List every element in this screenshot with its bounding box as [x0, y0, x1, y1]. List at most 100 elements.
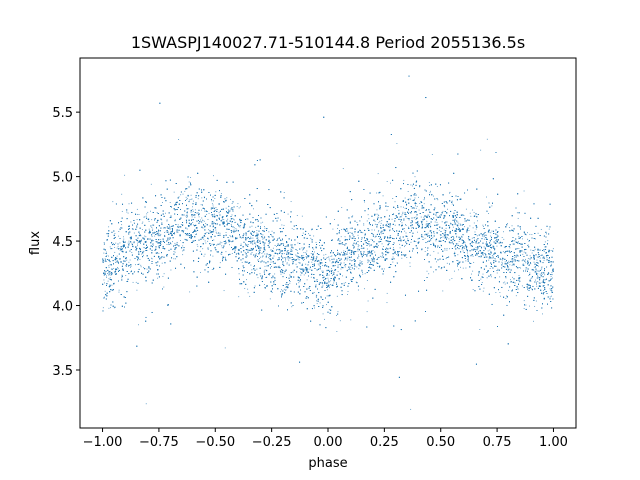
data-point	[233, 229, 235, 231]
data-point	[219, 241, 221, 243]
data-point	[353, 264, 355, 266]
data-point	[112, 272, 113, 274]
data-point	[179, 234, 181, 236]
data-point	[489, 268, 491, 269]
data-point	[291, 228, 293, 230]
data-point	[326, 304, 327, 306]
data-point	[406, 257, 408, 259]
data-point	[108, 266, 110, 268]
data-point	[367, 262, 369, 264]
data-point	[166, 220, 168, 222]
data-point	[438, 229, 440, 231]
data-point	[118, 291, 120, 293]
data-point	[401, 214, 403, 216]
data-point	[445, 201, 447, 203]
data-point	[319, 239, 321, 240]
data-point	[491, 255, 493, 257]
data-point	[363, 224, 365, 226]
data-point	[126, 259, 128, 261]
data-point	[240, 222, 241, 223]
data-point	[272, 240, 274, 242]
data-point	[534, 305, 536, 307]
data-point	[106, 254, 108, 256]
data-point	[545, 279, 546, 281]
data-point	[530, 249, 532, 251]
data-point	[402, 206, 404, 208]
data-point	[451, 200, 453, 202]
data-point	[430, 211, 432, 213]
data-point	[424, 250, 426, 252]
data-point	[310, 259, 312, 261]
data-point	[212, 204, 214, 206]
data-point	[235, 228, 237, 230]
data-point	[143, 216, 145, 218]
data-point	[525, 258, 526, 260]
data-point	[310, 276, 312, 278]
data-point	[492, 245, 494, 247]
data-point	[492, 257, 494, 259]
data-point	[266, 276, 268, 278]
data-point	[403, 239, 405, 241]
data-point	[151, 239, 153, 241]
data-point	[359, 229, 361, 231]
data-point	[376, 213, 378, 215]
data-point	[173, 251, 175, 253]
data-point	[379, 225, 381, 227]
data-point	[341, 229, 343, 231]
data-point	[353, 247, 355, 249]
data-point	[464, 242, 466, 244]
data-point	[261, 252, 263, 254]
data-point	[212, 200, 214, 202]
data-point	[352, 215, 354, 217]
data-point	[399, 236, 401, 238]
data-point	[271, 230, 273, 232]
data-point	[407, 226, 409, 228]
data-point	[129, 266, 131, 268]
data-point	[109, 264, 111, 266]
data-point	[437, 199, 439, 201]
data-point	[429, 224, 431, 226]
data-point	[283, 257, 285, 259]
data-point	[108, 265, 110, 267]
data-point	[250, 237, 252, 239]
data-point	[140, 235, 142, 237]
data-point	[114, 232, 116, 234]
data-point	[273, 263, 275, 264]
data-point	[116, 247, 118, 249]
data-point	[340, 268, 342, 270]
data-point	[117, 245, 119, 247]
data-point	[366, 311, 368, 313]
data-point	[528, 262, 529, 264]
data-point	[297, 258, 299, 260]
data-point	[376, 209, 378, 211]
data-point	[211, 243, 213, 245]
data-point	[184, 238, 186, 240]
data-point	[301, 247, 303, 249]
data-point	[372, 233, 374, 235]
data-point	[383, 236, 385, 238]
data-point	[216, 232, 218, 234]
data-point	[130, 271, 132, 273]
data-point	[385, 225, 387, 227]
data-point	[143, 247, 145, 249]
data-point	[242, 267, 244, 269]
data-point	[369, 245, 371, 247]
data-point	[234, 222, 236, 224]
data-point	[112, 243, 114, 244]
data-point	[140, 264, 142, 266]
data-point	[259, 258, 260, 259]
data-point	[394, 201, 396, 203]
data-point	[277, 248, 279, 250]
data-point	[156, 212, 158, 214]
data-point	[541, 274, 543, 276]
data-point	[305, 272, 306, 274]
data-point	[123, 236, 124, 238]
data-point	[140, 239, 142, 241]
data-point	[381, 220, 383, 222]
data-point	[108, 255, 109, 257]
data-point	[238, 273, 240, 275]
data-point	[331, 262, 333, 264]
data-point	[350, 266, 352, 268]
data-point	[327, 277, 329, 279]
data-point	[512, 276, 513, 278]
